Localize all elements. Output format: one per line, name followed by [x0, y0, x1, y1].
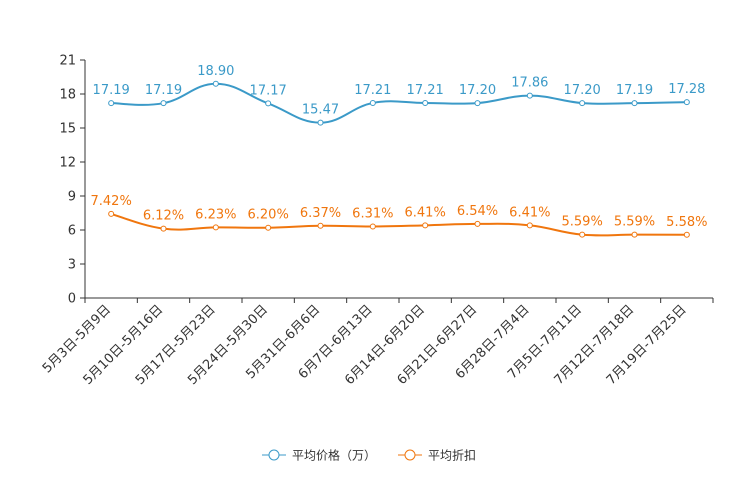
y-axis-group: 0 3 6 9 12 15 18 21: [59, 54, 86, 307]
legend-item-1: 平均价格（万）: [262, 448, 376, 463]
series-2: 7.42% 6.12% 6.23% 6.20% 6.37% 6.31% 6.41% 6.54%…: [91, 194, 707, 238]
data-label: 6.31%: [352, 206, 393, 221]
data-label: 17.17: [250, 83, 287, 98]
y-tick-label: 18: [59, 88, 76, 103]
legend-item-2: 平均折扣: [398, 448, 476, 463]
data-label: 17.19: [616, 83, 653, 98]
data-label: 6.54%: [457, 204, 498, 219]
data-label: 5.58%: [666, 215, 707, 230]
data-label: 6.23%: [195, 207, 236, 222]
data-label: 15.47: [302, 103, 339, 118]
legend-label: 平均折扣: [428, 448, 476, 463]
data-label: 7.42%: [91, 194, 132, 209]
data-point: [422, 222, 429, 229]
series-1: 17.19 17.19 18.90 17.17 15.47 17.21 17.21 17.20…: [93, 64, 705, 126]
data-point: [369, 99, 376, 106]
data-label: 6.37%: [300, 206, 341, 221]
data-point: [683, 231, 690, 238]
data-point: [108, 100, 115, 107]
data-point: [369, 223, 376, 230]
data-point: [265, 100, 272, 107]
data-point: [317, 222, 324, 229]
data-label: 5.59%: [614, 215, 655, 230]
data-point: [160, 100, 167, 107]
legend: 平均价格（万） 平均折扣: [262, 448, 476, 463]
data-label: 6.12%: [143, 209, 184, 224]
data-point: [631, 231, 638, 238]
data-point: [422, 99, 429, 106]
data-label: 17.86: [511, 76, 548, 91]
data-point: [526, 92, 533, 99]
data-label: 6.41%: [405, 205, 446, 220]
data-point: [526, 222, 533, 229]
data-label: 18.90: [197, 64, 234, 79]
y-tick-label: 12: [59, 156, 76, 171]
data-label: 17.28: [668, 82, 705, 97]
legend-marker-icon: [268, 449, 280, 461]
data-label: 6.41%: [509, 205, 550, 220]
data-label: 17.19: [145, 83, 182, 98]
y-tick-label: 6: [68, 224, 76, 239]
data-point: [108, 210, 115, 217]
data-point: [579, 100, 586, 107]
x-axis-group: 5月3日-5月9日5月10日-5月16日5月17日-5月23日5月24日-5月3…: [40, 297, 714, 388]
data-label: 17.20: [459, 83, 496, 98]
legend-marker-icon: [404, 449, 416, 461]
y-tick-label: 15: [59, 122, 76, 137]
data-point: [474, 220, 481, 227]
data-point: [631, 100, 638, 107]
y-tick-label: 21: [59, 54, 76, 69]
series-line: [111, 82, 687, 124]
legend-label: 平均价格（万）: [292, 448, 376, 463]
series-group: 17.19 17.19 18.90 17.17 15.47 17.21 17.21 17.20…: [91, 64, 707, 238]
data-point: [265, 224, 272, 231]
y-tick-label: 9: [68, 190, 76, 205]
data-label: 17.20: [564, 83, 601, 98]
data-point: [212, 80, 219, 87]
data-point: [160, 225, 167, 232]
data-label: 5.59%: [562, 215, 603, 230]
y-tick-label: 3: [68, 258, 76, 273]
data-label: 17.21: [354, 83, 391, 98]
data-point: [579, 231, 586, 238]
series-line: [110, 212, 687, 237]
data-label: 17.19: [93, 83, 130, 98]
data-point: [474, 100, 481, 107]
y-tick-label: 0: [68, 292, 76, 307]
data-point: [317, 119, 324, 126]
data-label: 17.21: [407, 83, 444, 98]
data-point: [683, 99, 690, 106]
data-point: [212, 224, 219, 231]
data-label: 6.20%: [248, 208, 289, 223]
